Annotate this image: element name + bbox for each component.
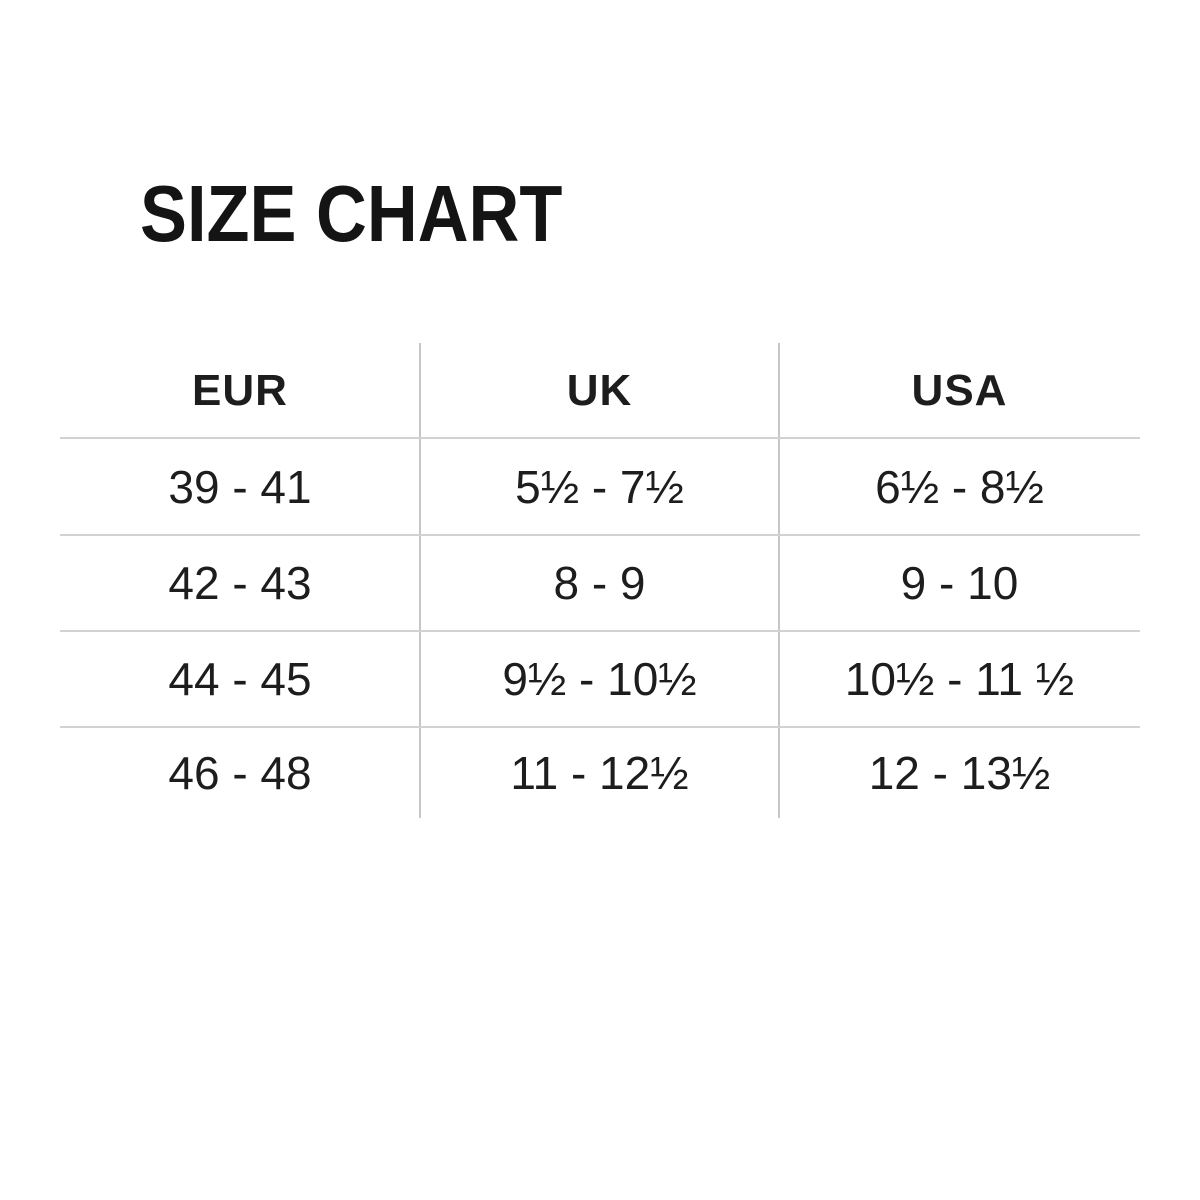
- row-divider-1: [60, 534, 1140, 536]
- table-cell-r1-usa: 6½ - 8½: [875, 460, 1044, 513]
- row-divider-3: [60, 726, 1140, 728]
- table-cell-r2-usa: 9 - 10: [900, 557, 1019, 609]
- page-title: SIZE CHART: [140, 169, 563, 258]
- column-divider-uk-usa: [778, 343, 780, 818]
- column-header-usa: USA: [911, 365, 1008, 415]
- column-divider-eur-uk: [419, 343, 421, 818]
- column-header-eur: EUR: [192, 365, 288, 415]
- table-cell-r1-eur: 39 - 41: [168, 460, 312, 513]
- row-divider-header: [60, 437, 1140, 439]
- table-cell-r3-usa: 10½ - 11 ½: [844, 653, 1075, 705]
- table-cell-r3-uk: 9½ - 10½: [502, 653, 697, 705]
- size-conversion-table: EUR UK USA 39 - 41 5½ - 7½ 6½ - 8½ 42 - …: [60, 343, 1140, 818]
- table-cell-r3-eur: 44 - 45: [168, 653, 312, 705]
- table-cell-r4-uk: 11 - 12½: [510, 746, 689, 799]
- table-cell-r4-usa: 12 - 13½: [868, 746, 1051, 799]
- table-cell-r2-uk: 8 - 9: [553, 557, 646, 609]
- column-header-uk: UK: [566, 365, 633, 415]
- table-cell-r2-eur: 42 - 43: [168, 557, 312, 609]
- row-divider-2: [60, 630, 1140, 632]
- table-cell-r4-eur: 46 - 48: [168, 746, 312, 799]
- table-cell-r1-uk: 5½ - 7½: [515, 460, 684, 513]
